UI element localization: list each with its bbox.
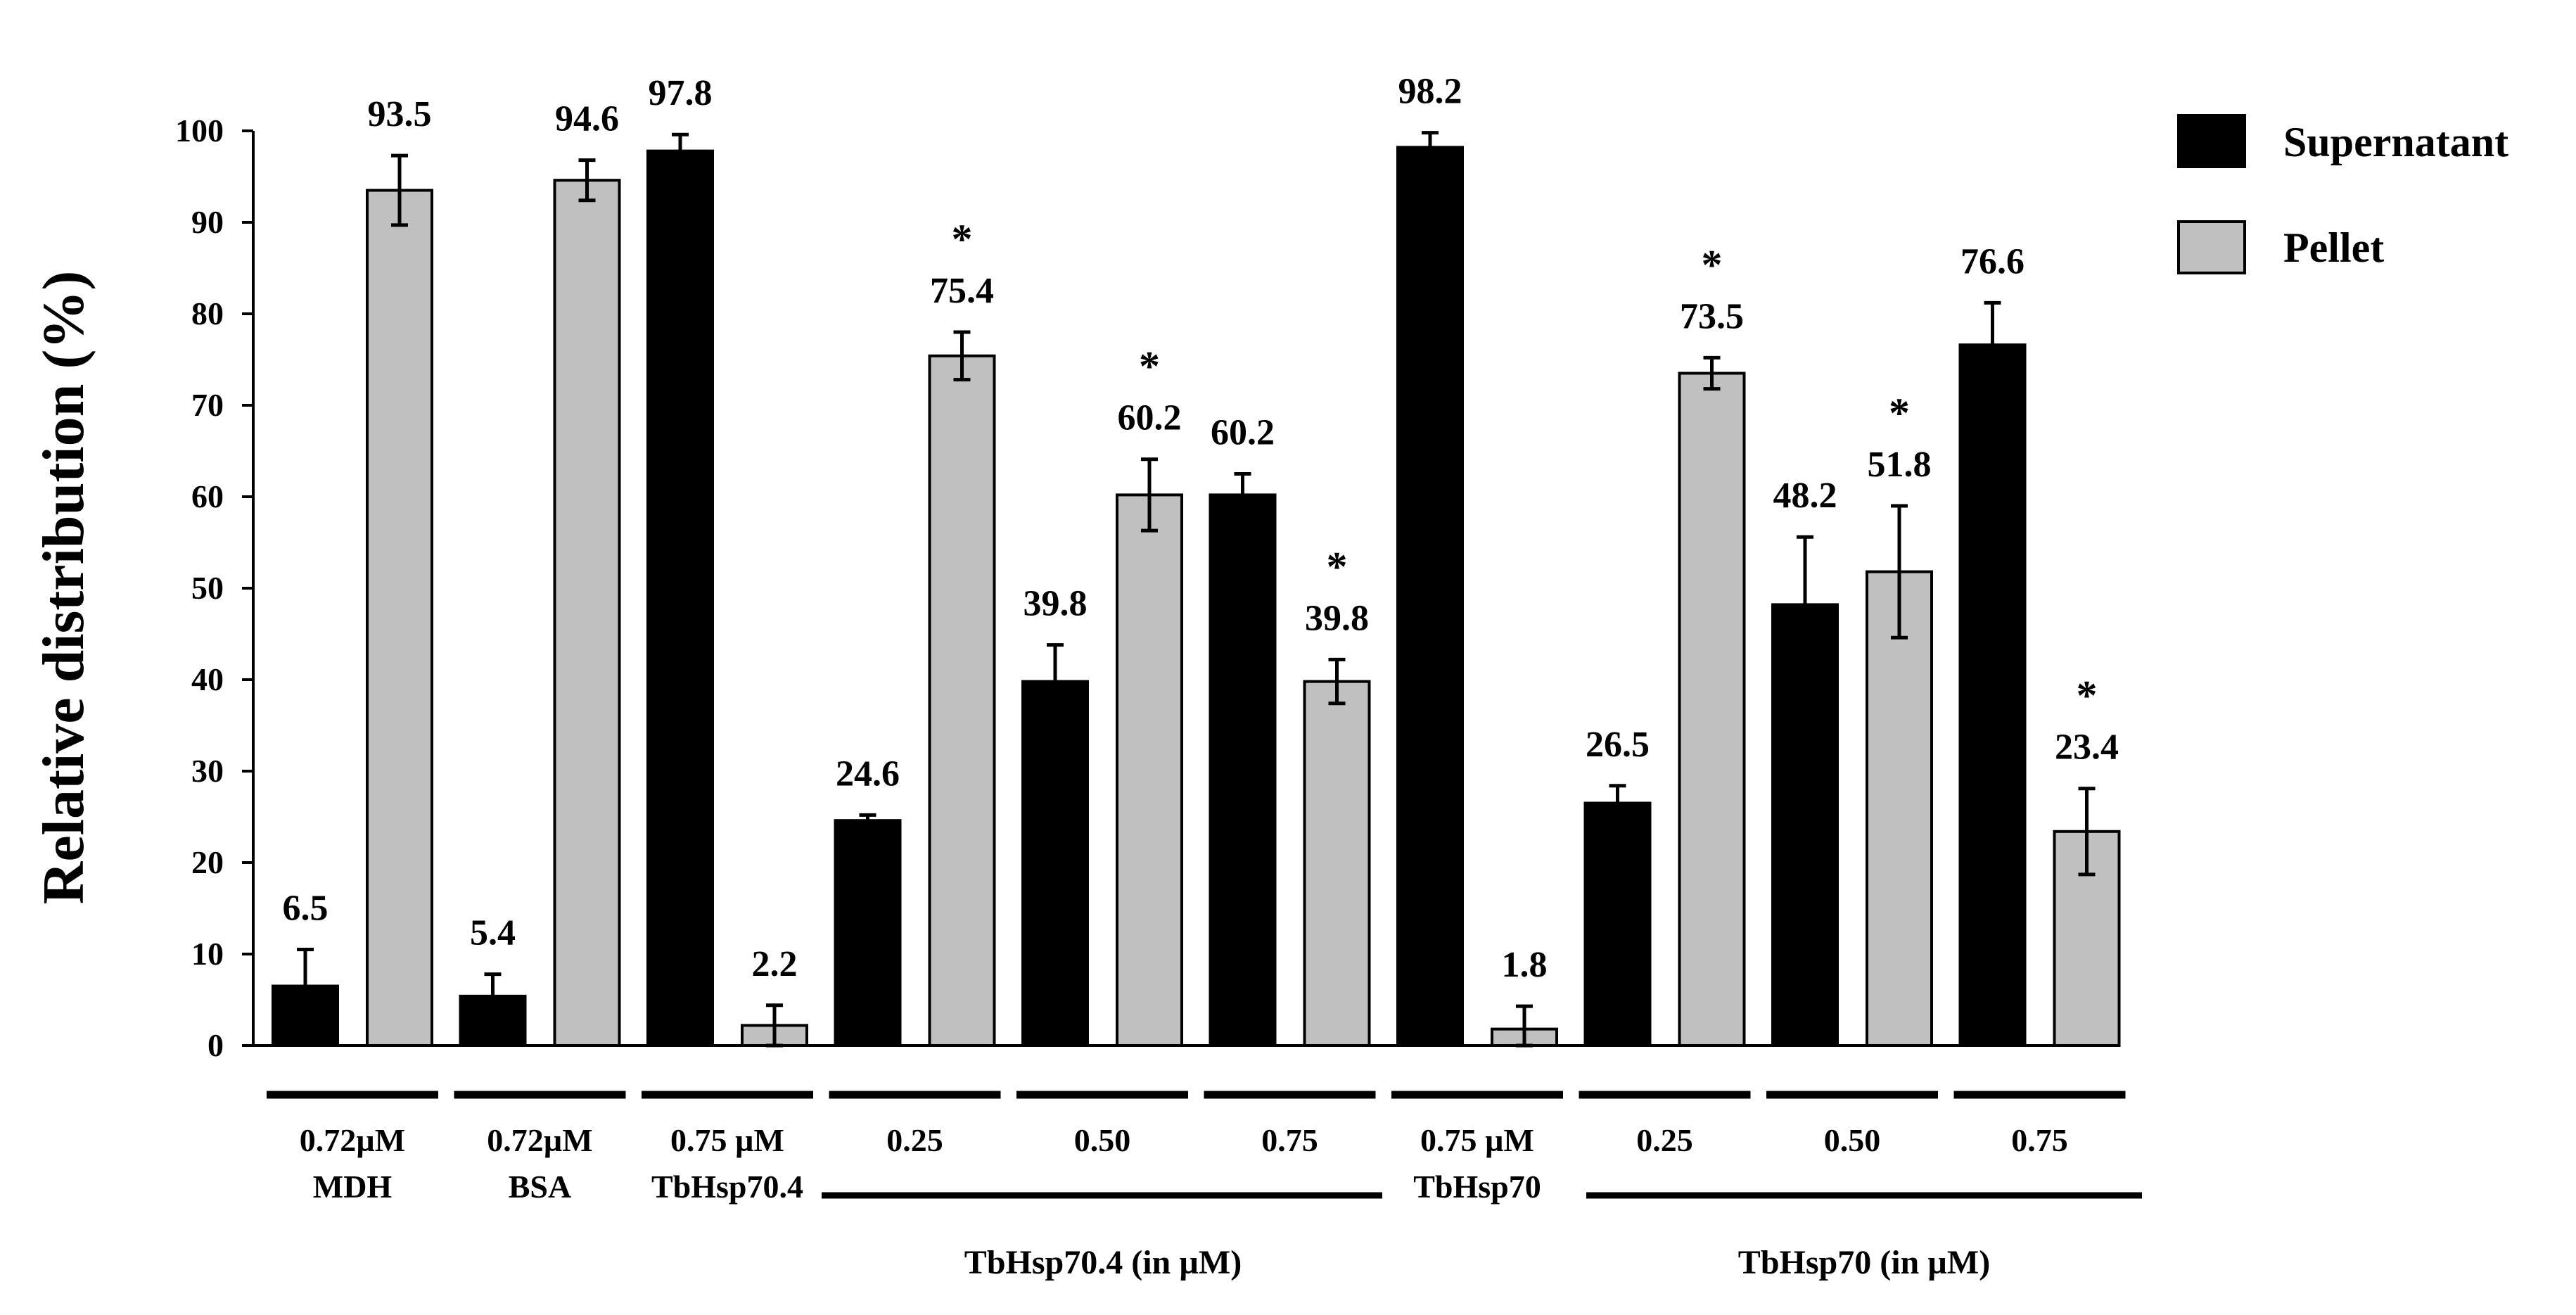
data-label-supernatant: 6.5	[283, 889, 329, 929]
y-tick-label: 70	[191, 387, 224, 423]
bar-supernatant	[834, 819, 902, 1047]
data-label-pellet: 2.2	[752, 944, 798, 984]
y-tick-label: 20	[191, 844, 224, 880]
bars: 6.5 93.5 5.4 94.6 97.8 2.2 24.6 75.4 * 39.8 60.2 * 6…	[272, 72, 2121, 1048]
group-label: 0.75	[2011, 1122, 2068, 1158]
y-tick-label: 0	[208, 1027, 224, 1063]
significance-marker: *	[1139, 343, 1160, 390]
y-tick-label: 80	[191, 296, 224, 331]
data-label-supernatant: 98.2	[1398, 72, 1462, 112]
data-label-supernatant: 60.2	[1211, 413, 1275, 453]
data-label-pellet: 51.8	[1868, 445, 1932, 485]
y-tick-label: 10	[191, 936, 224, 972]
data-label-pellet: 93.5	[368, 94, 432, 134]
group-label: BSA	[509, 1169, 571, 1205]
group-label: 0.50	[1824, 1122, 1881, 1158]
data-label-supernatant: 97.8	[649, 73, 713, 113]
legend: Supernatant Pellet	[2177, 114, 2508, 274]
group-labels: 0.72µM MDH 0.72µM BSA 0.75 µM TbHsp70.4 0.25 0.…	[300, 1122, 2068, 1205]
significance-marker: *	[2077, 673, 2098, 719]
bar-pellet	[1678, 371, 1746, 1047]
group-label: 0.25	[886, 1122, 943, 1158]
data-label-pellet: 39.8	[1305, 598, 1369, 638]
bar-pellet	[366, 189, 433, 1047]
y-axis-ticks: 0 10 20 30 40 50 60 70 80 90 100	[175, 113, 253, 1063]
group-label: MDH	[313, 1169, 393, 1205]
data-label-pellet: 75.4	[930, 271, 994, 311]
bar-supernatant	[1771, 603, 1839, 1047]
bar-pellet	[553, 179, 621, 1048]
data-label-supernatant: 5.4	[470, 913, 516, 953]
bar-pellet	[1303, 680, 1371, 1047]
bar-supernatant	[1583, 801, 1652, 1047]
data-label-supernatant: 48.2	[1773, 476, 1837, 516]
group-label: 0.72µM	[300, 1122, 405, 1158]
significance-marker: *	[1702, 241, 1723, 288]
y-tick-label: 90	[191, 204, 224, 240]
group-label: 0.25	[1636, 1122, 1693, 1158]
bar-pellet	[1116, 493, 1183, 1047]
group-label: 0.50	[1074, 1122, 1131, 1158]
significance-marker: *	[1327, 543, 1348, 590]
group-label: 0.72µM	[487, 1122, 592, 1158]
bar-supernatant	[646, 149, 714, 1048]
legend-label-pellet: Pellet	[2283, 224, 2384, 271]
data-label-pellet: 94.6	[555, 99, 619, 139]
data-label-supernatant: 26.5	[1586, 725, 1650, 765]
bar-pellet	[928, 354, 996, 1047]
group-label: 0.75 µM	[1420, 1122, 1534, 1158]
y-tick-label: 60	[191, 478, 224, 514]
y-tick-label: 100	[175, 113, 224, 148]
bracket-label-tbhsp70: TbHsp70 (in µM)	[1738, 1244, 1990, 1281]
y-tick-label: 30	[191, 753, 224, 789]
y-axis-title: Relative distribution (%)	[31, 271, 96, 905]
group-label: TbHsp70.4	[651, 1169, 803, 1205]
bar-pellet	[1866, 570, 1933, 1047]
data-label-supernatant: 76.6	[1960, 241, 2025, 281]
data-label-pellet: 73.5	[1680, 296, 1744, 336]
bracket-label-tbhsp70-4: TbHsp70.4 (in µM)	[964, 1244, 1242, 1281]
group-label: 0.75	[1261, 1122, 1318, 1158]
data-label-pellet: 23.4	[2055, 728, 2119, 768]
data-label-pellet: 60.2	[1118, 398, 1182, 438]
group-label: TbHsp70	[1413, 1169, 1541, 1205]
significance-marker: *	[1889, 390, 1910, 436]
significance-marker: *	[952, 216, 973, 262]
bar-supernatant	[1958, 343, 2027, 1047]
data-label-pellet: 1.8	[1502, 945, 1548, 985]
y-tick-label: 50	[191, 570, 224, 606]
bar-supernatant	[1021, 680, 1089, 1047]
y-tick-label: 40	[191, 661, 224, 697]
data-label-supernatant: 24.6	[836, 754, 900, 794]
data-label-supernatant: 39.8	[1024, 584, 1088, 624]
bar-supernatant	[1396, 146, 1464, 1047]
legend-swatch-supernatant	[2177, 114, 2246, 168]
legend-label-supernatant: Supernatant	[2283, 119, 2508, 165]
legend-swatch-pellet	[2177, 220, 2246, 274]
bar-supernatant	[1209, 493, 1277, 1047]
group-label: 0.75 µM	[670, 1122, 784, 1158]
